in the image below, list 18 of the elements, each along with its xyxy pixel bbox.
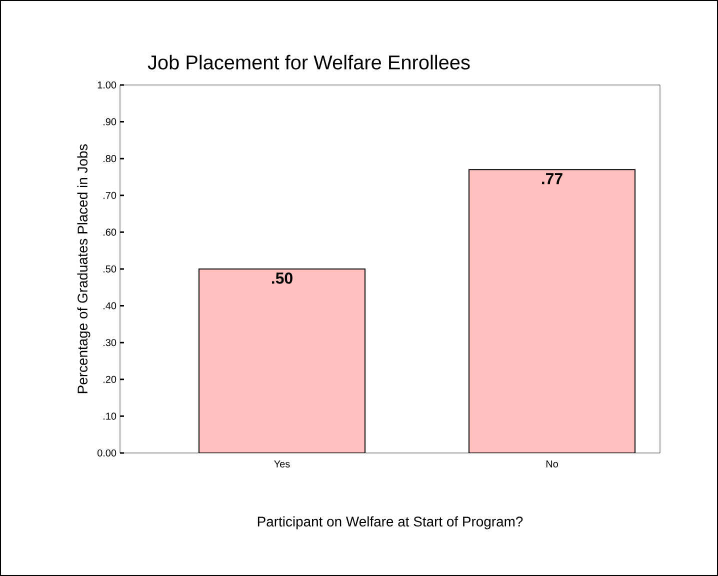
x-tick-label: Yes bbox=[274, 460, 290, 468]
data-label: .77 bbox=[542, 173, 562, 184]
y-tick-label: .30 bbox=[104, 339, 116, 346]
chart-title: Job Placement for Welfare Enrollees bbox=[148, 54, 470, 70]
data-label: .50 bbox=[272, 272, 292, 284]
y-tick-label: .80 bbox=[104, 155, 116, 162]
x-axis-title: Participant on Welfare at Start of Program? bbox=[258, 516, 523, 530]
y-tick-label: .10 bbox=[104, 412, 116, 420]
y-tick-label: .20 bbox=[104, 376, 116, 383]
y-tick-label: .90 bbox=[104, 118, 116, 126]
x-tick-label: No bbox=[546, 460, 558, 468]
y-tick-label: .40 bbox=[104, 302, 116, 310]
y-tick-label: .60 bbox=[104, 228, 116, 236]
y-tick-label: 0.00 bbox=[97, 449, 116, 457]
y-tick-label: .70 bbox=[104, 192, 116, 199]
y-tick-label: 1.00 bbox=[98, 81, 116, 89]
y-axis-title: Percentage of Graduates Placed in Jobs bbox=[77, 144, 90, 394]
y-tick-label: .50 bbox=[104, 265, 116, 273]
